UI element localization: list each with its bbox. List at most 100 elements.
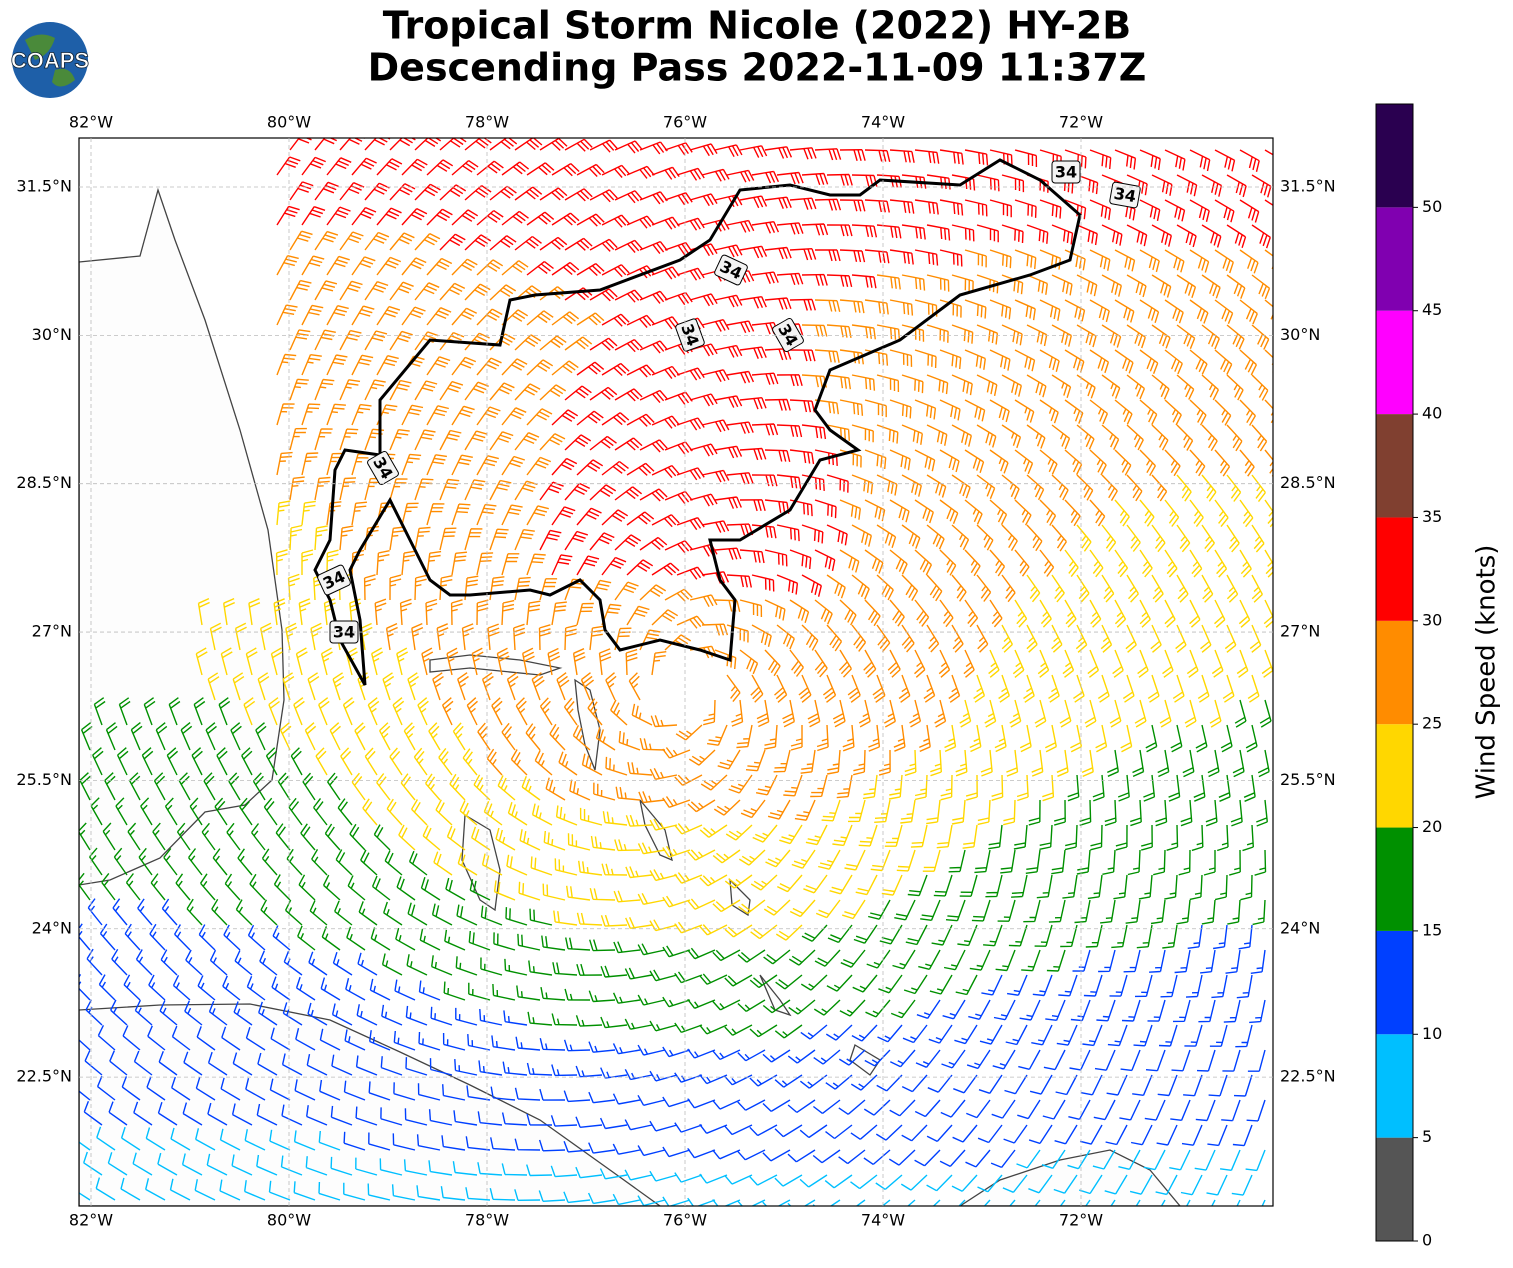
wind-barb <box>98 974 116 1001</box>
wind-barb <box>988 649 1000 678</box>
wind-barb <box>901 274 926 291</box>
wind-barb <box>1075 624 1088 653</box>
wind-barb <box>426 550 442 576</box>
wind-barb <box>141 747 154 776</box>
wind-barb <box>255 722 267 751</box>
wind-barb <box>763 949 791 965</box>
wind-barb <box>307 672 320 701</box>
wind-barb <box>384 850 403 876</box>
wind-barb <box>501 599 515 626</box>
wind-barb <box>539 335 567 351</box>
wind-barb <box>613 890 641 903</box>
wind-barb <box>876 1074 903 1092</box>
wind-barb <box>1012 649 1025 678</box>
wind-barb <box>894 899 916 921</box>
wind-barb <box>158 1051 178 1076</box>
wind-barb <box>992 1049 1016 1070</box>
wind-barb <box>1114 399 1133 425</box>
wind-barb <box>714 194 743 208</box>
wind-barb <box>589 939 616 952</box>
wind-barb <box>233 1001 253 1026</box>
wind-barb <box>1157 1074 1178 1097</box>
wind-barb <box>918 949 941 970</box>
wind-barb <box>479 1008 503 1026</box>
wind-barb <box>814 949 841 967</box>
wind-barb <box>1041 1149 1066 1169</box>
wind-barb <box>421 647 434 676</box>
wind-barb <box>339 329 362 351</box>
wind-barb <box>379 1158 403 1176</box>
wind-barb <box>978 1074 1003 1094</box>
wind-barb <box>1139 449 1157 476</box>
wind-barb <box>83 1101 103 1126</box>
wind-barb <box>79 1025 91 1051</box>
wind-barb <box>575 1116 603 1128</box>
wind-barb <box>426 405 449 426</box>
wind-barb <box>1029 1074 1053 1095</box>
wind-barb <box>1149 949 1166 973</box>
wind-barb <box>180 722 193 751</box>
wind-barb <box>626 462 655 476</box>
wind-barb <box>501 722 516 751</box>
wind-barb <box>676 267 705 281</box>
wind-barb <box>426 159 454 176</box>
wind-barb <box>351 501 368 526</box>
wind-barb <box>1257 749 1270 778</box>
wind-barb <box>389 232 415 251</box>
wind-barb <box>826 173 853 186</box>
wind-barb <box>776 874 803 893</box>
wind-barb <box>125 873 141 901</box>
wind-barb <box>143 697 156 726</box>
wind-barb <box>699 924 728 936</box>
wind-barb <box>901 624 915 653</box>
lon-tick-label: 82°W <box>69 1211 113 1230</box>
wind-barb <box>901 474 922 497</box>
wind-barb <box>664 142 693 156</box>
wind-barb <box>451 503 471 526</box>
wind-barb <box>1158 1024 1178 1047</box>
wind-barb <box>193 697 206 726</box>
wind-barb <box>614 486 643 501</box>
wind-barb <box>1194 1149 1216 1171</box>
wind-barb <box>762 1049 791 1063</box>
wind-barb <box>105 722 118 751</box>
wind-barb <box>851 324 876 340</box>
wind-barb <box>964 249 987 268</box>
wind-barb <box>476 455 499 476</box>
wind-barb <box>389 379 412 401</box>
colorbar-tick-label: 0 <box>1422 1231 1432 1250</box>
wind-barb <box>864 249 890 264</box>
wind-barb <box>973 674 986 703</box>
wind-barb <box>1151 324 1171 349</box>
wind-barb <box>964 499 983 525</box>
wind-barb <box>1214 499 1229 528</box>
colorbar-tick-label: 50 <box>1422 197 1442 216</box>
wind-barb <box>376 256 402 276</box>
wind-barb <box>699 1074 728 1085</box>
wind-barb <box>814 198 842 211</box>
wind-barb <box>726 574 752 588</box>
wind-barb <box>789 197 817 210</box>
wind-barb <box>689 293 718 307</box>
wind-barb <box>389 747 403 776</box>
wind-barb <box>425 773 441 801</box>
wind-barb <box>407 672 419 701</box>
wind-barb <box>576 361 605 376</box>
wind-barb <box>714 496 742 509</box>
wind-barb <box>1011 874 1028 898</box>
wind-barb <box>1254 849 1267 876</box>
wind-barb <box>919 724 931 753</box>
wind-barb <box>351 157 377 176</box>
wind-barb <box>1105 1124 1128 1146</box>
wind-barb <box>576 507 602 526</box>
wind-barb <box>442 1084 466 1101</box>
wind-barb <box>864 399 887 418</box>
wind-barb <box>1067 1149 1091 1170</box>
wind-barb <box>95 1177 116 1201</box>
wind-barb <box>939 399 961 421</box>
wind-barb <box>351 305 375 326</box>
wind-barb <box>676 217 705 231</box>
wind-barb <box>639 340 668 354</box>
colorbar-label: Wind Speed (knots) <box>1472 545 1502 800</box>
wind-barb <box>801 223 829 236</box>
